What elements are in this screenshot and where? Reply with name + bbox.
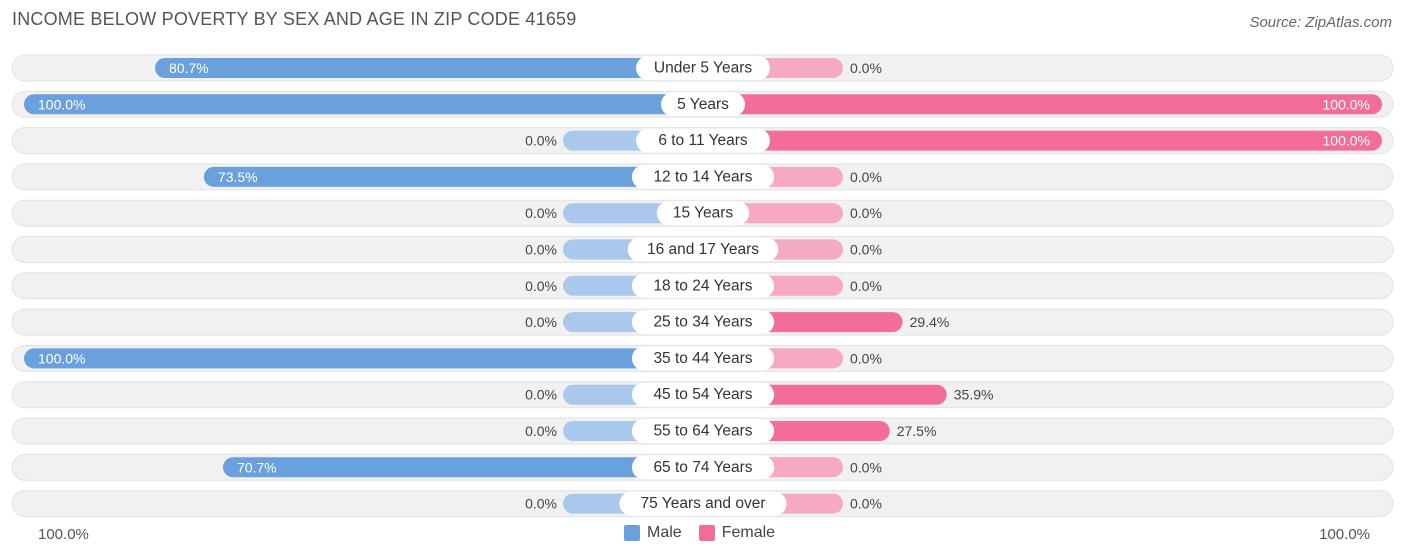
category-label-pill [631, 419, 775, 443]
male-value-label: 0.0% [525, 133, 557, 149]
category-label-pill [631, 273, 775, 298]
female-value-label: 0.0% [850, 60, 882, 76]
axis-right-label: 100.0% [1319, 526, 1370, 543]
axis-left-label: 100.0% [38, 526, 89, 543]
category-label: 16 and 17 Years [647, 241, 759, 258]
male-value-label: 0.0% [525, 423, 557, 439]
category-label-pill [631, 455, 775, 480]
category-label-pill [636, 56, 770, 80]
male-bar [24, 94, 703, 115]
female-value-label: 100.0% [1323, 96, 1370, 112]
category-label-pill [627, 237, 779, 262]
male-value-label: 0.0% [525, 496, 557, 512]
male-value-label: 80.7% [169, 60, 209, 76]
male-value-label: 0.0% [525, 205, 557, 221]
female-bar [703, 130, 1382, 151]
male-bar [222, 457, 703, 478]
male-value-label: 100.0% [38, 350, 85, 366]
female-bar [703, 94, 1382, 115]
category-label: 35 to 44 Years [653, 350, 752, 367]
male-value-label: 0.0% [525, 387, 557, 403]
category-label: 6 to 11 Years [658, 132, 748, 149]
female-value-label: 35.9% [954, 387, 994, 403]
female-value-label: 0.0% [850, 205, 882, 221]
male-bar [155, 58, 703, 78]
category-label: 5 Years [677, 96, 729, 113]
category-label: 15 Years [673, 205, 734, 222]
diverging-bar-chart: 80.7% 0.0% Under 5 Years 100.0% 100.0% 5 Year… [11, 54, 1394, 518]
category-label: 12 to 14 Years [653, 168, 752, 185]
male-value-label: 73.5% [218, 169, 258, 185]
male-value-label: 0.0% [525, 314, 557, 330]
category-label: Under 5 Years [654, 60, 752, 77]
female-value-label: 27.5% [897, 423, 937, 439]
male-bar [203, 166, 703, 187]
legend: Male Female [624, 524, 792, 542]
legend-swatch-male [624, 525, 640, 541]
category-label-pill [631, 310, 775, 335]
male-value-label: 0.0% [525, 242, 557, 258]
category-label-pill [631, 164, 775, 189]
category-label: 45 to 54 Years [653, 386, 752, 403]
female-value-label: 100.0% [1323, 133, 1370, 149]
category-label-pill [631, 382, 775, 407]
legend-label-male: Male [647, 524, 682, 541]
source-credit: Source: ZipAtlas.com [1249, 14, 1392, 31]
female-value-label: 0.0% [850, 278, 882, 294]
legend-item-male: Male [624, 524, 682, 542]
category-label-pill [619, 491, 787, 516]
male-value-label: 70.7% [237, 459, 277, 475]
category-label: 55 to 64 Years [653, 423, 752, 440]
category-label-pill [656, 201, 750, 226]
category-label: 65 to 74 Years [653, 459, 752, 476]
female-value-label: 0.0% [850, 350, 882, 366]
female-value-label: 29.4% [910, 314, 950, 330]
male-value-label: 100.0% [38, 96, 85, 112]
legend-swatch-female [698, 525, 715, 541]
category-label: 75 Years and over [641, 495, 766, 512]
female-value-label: 0.0% [850, 242, 882, 258]
chart-title: INCOME BELOW POVERTY BY SEX AND AGE IN Z… [12, 9, 577, 29]
male-value-label: 0.0% [525, 278, 557, 294]
category-label-pill [636, 128, 770, 153]
female-value-label: 0.0% [850, 169, 882, 185]
category-label-pill [660, 92, 746, 117]
category-label: 25 to 34 Years [653, 314, 752, 331]
category-label: 18 to 24 Years [653, 277, 752, 294]
category-label-pill [631, 346, 775, 371]
male-bar [24, 348, 703, 369]
legend-item-female: Female [698, 524, 776, 542]
legend-label-female: Female [721, 524, 776, 541]
female-value-label: 0.0% [850, 459, 882, 475]
female-value-label: 0.0% [850, 496, 882, 512]
